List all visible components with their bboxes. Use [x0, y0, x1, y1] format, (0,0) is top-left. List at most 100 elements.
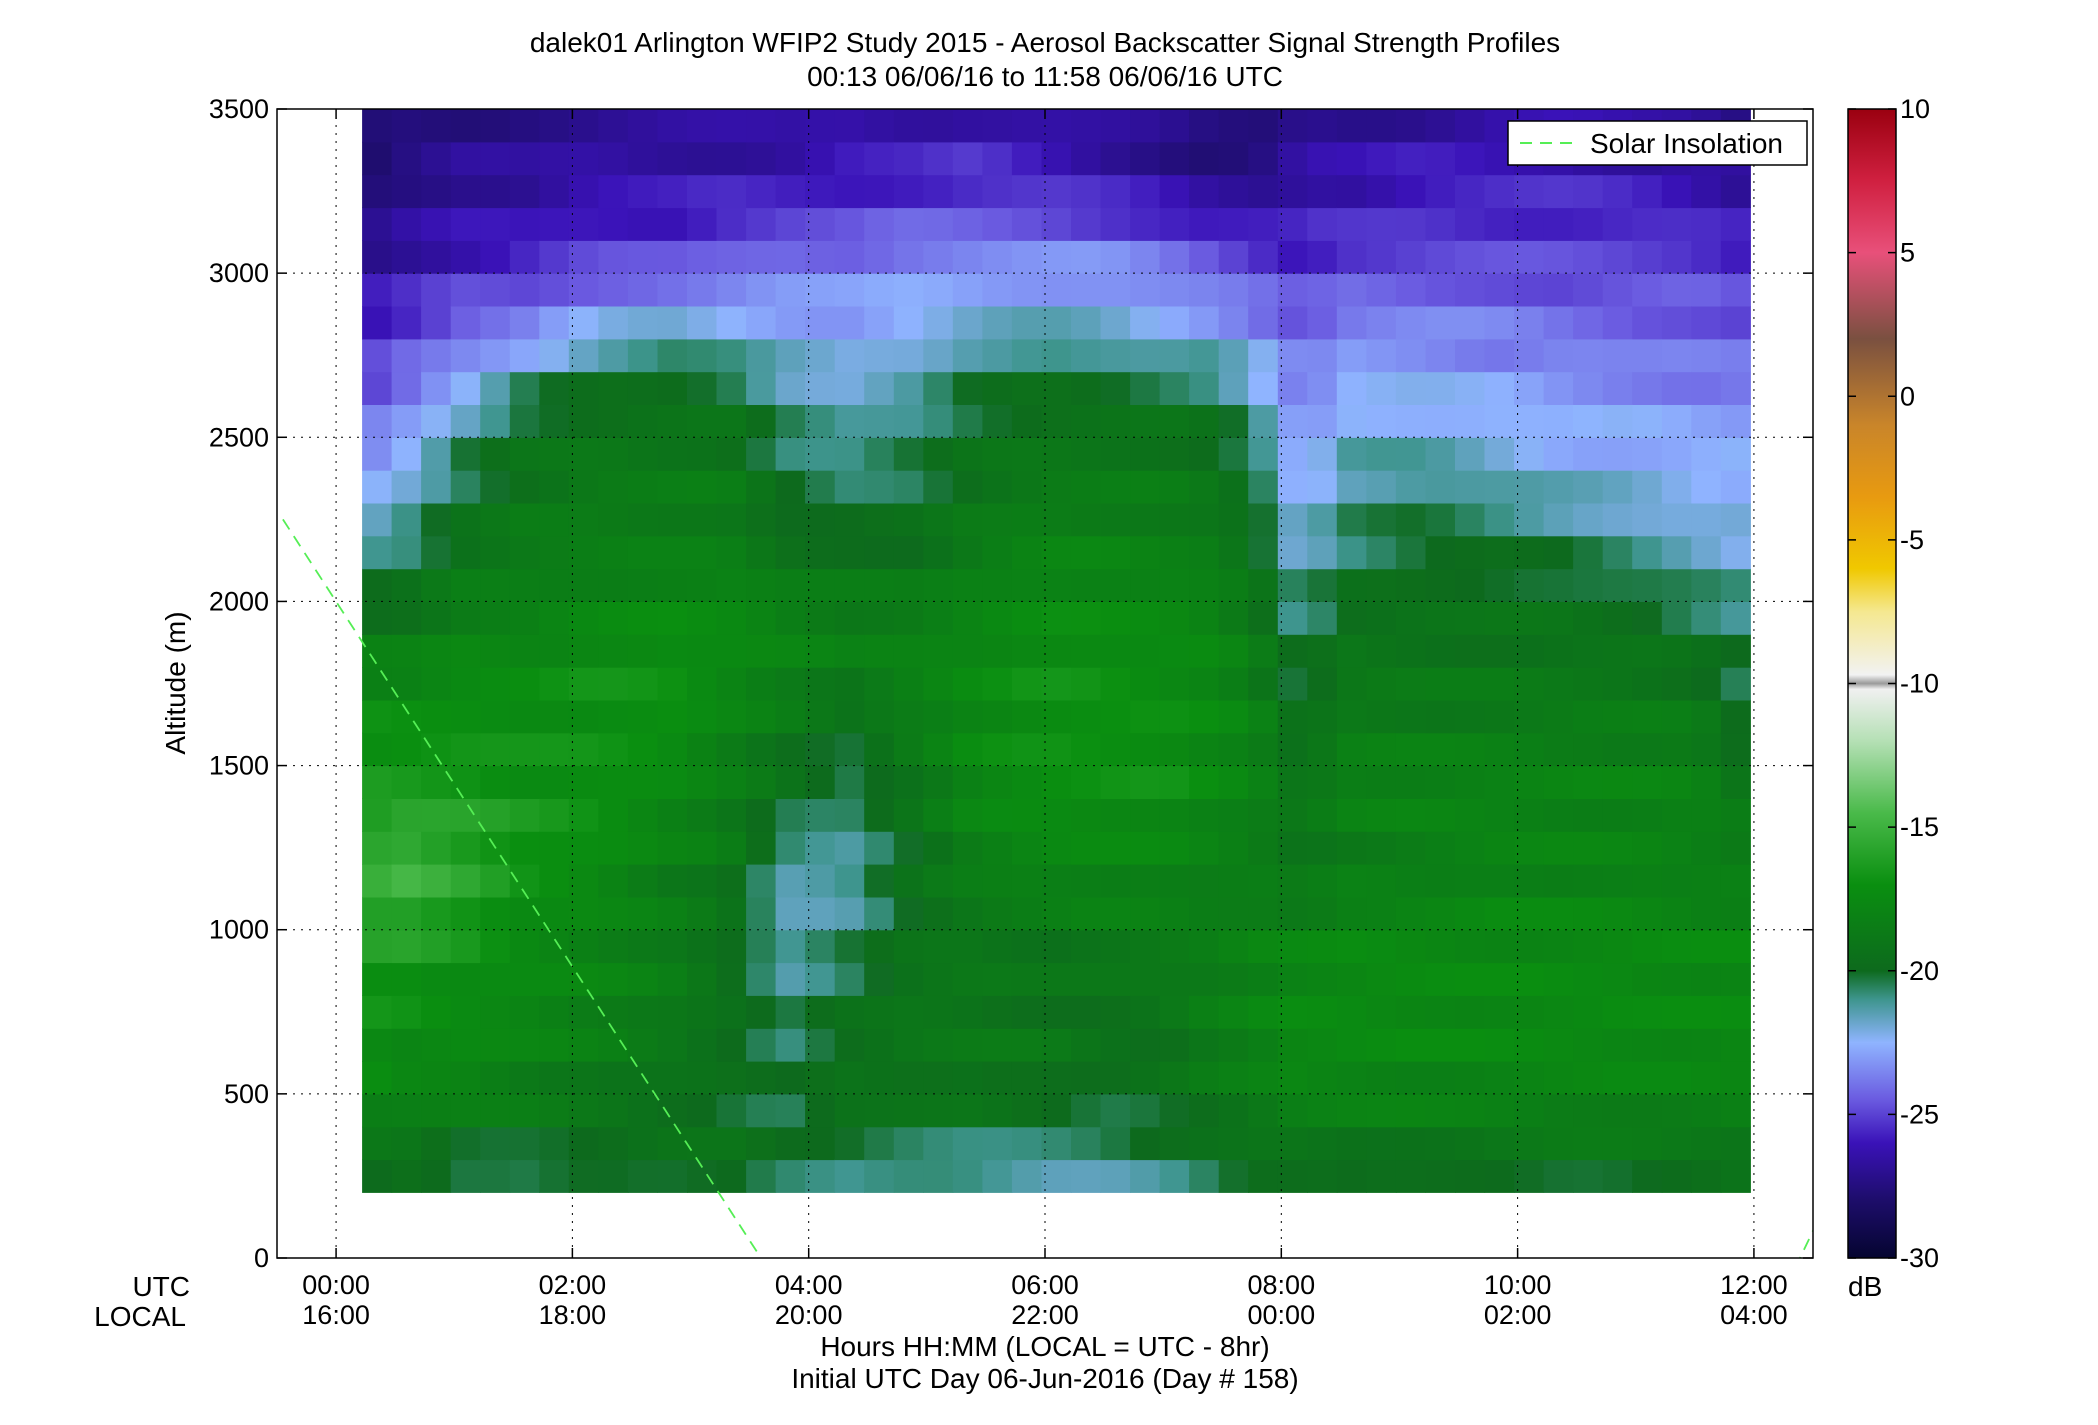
- heatmap-cell: [1425, 699, 1456, 734]
- heatmap-cell: [805, 1126, 836, 1161]
- heatmap-cell: [1573, 1028, 1604, 1062]
- heatmap-cell: [509, 896, 540, 931]
- heatmap-cell: [1011, 371, 1042, 405]
- heatmap-cell: [775, 1028, 806, 1062]
- heatmap-cell: [1484, 864, 1515, 898]
- heatmap-cell: [391, 338, 422, 373]
- heatmap-cell: [1159, 207, 1190, 241]
- heatmap-cell: [834, 174, 865, 209]
- heatmap-cell: [1100, 962, 1131, 996]
- heatmap-cell: [1484, 273, 1515, 307]
- heatmap-cell: [1484, 1126, 1515, 1161]
- heatmap-cell: [1277, 601, 1308, 635]
- heatmap-cell: [775, 831, 806, 865]
- heatmap-cell: [1248, 1159, 1279, 1193]
- heatmap-cell: [952, 699, 983, 734]
- heatmap-cell: [1218, 338, 1249, 373]
- heatmap-cell: [539, 568, 570, 602]
- heatmap-cell: [1661, 338, 1692, 373]
- heatmap-cell: [1218, 831, 1249, 865]
- heatmap-cell: [1366, 1061, 1397, 1095]
- heatmap-cell: [982, 502, 1013, 537]
- heatmap-cell: [923, 174, 954, 209]
- heatmap-cell: [952, 798, 983, 832]
- y-tick-label: 1000: [209, 915, 269, 945]
- heatmap-cell: [1189, 1126, 1220, 1161]
- heatmap-cell: [1514, 437, 1545, 471]
- heatmap-cell: [1071, 1159, 1102, 1193]
- heatmap-cell: [1691, 1126, 1722, 1161]
- heatmap-cell: [1691, 1093, 1722, 1128]
- y-tick-label: 3000: [209, 258, 269, 288]
- heatmap-cell: [598, 437, 629, 471]
- heatmap-cell: [568, 1093, 599, 1128]
- heatmap-cell: [1661, 1093, 1692, 1128]
- heatmap-cell: [1720, 502, 1751, 537]
- heatmap-cell: [421, 1159, 452, 1193]
- heatmap-cell: [1425, 1093, 1456, 1128]
- heatmap-cell: [509, 502, 540, 537]
- heatmap-cell: [1041, 207, 1072, 241]
- heatmap-cell: [1573, 470, 1604, 504]
- heatmap-cell: [1661, 601, 1692, 635]
- x-axis-ticks: 00:0016:0002:0018:0004:0020:0006:0022:00…: [302, 109, 1788, 1330]
- heatmap-cell: [1336, 699, 1367, 734]
- heatmap-cell: [450, 371, 481, 405]
- heatmap-cell: [716, 962, 747, 996]
- heatmap-cell: [1011, 929, 1042, 964]
- heatmap-cell: [539, 864, 570, 898]
- heatmap-cell: [982, 273, 1013, 307]
- heatmap-cell: [539, 1028, 570, 1062]
- heatmap-cell: [450, 601, 481, 635]
- heatmap-cell: [1189, 306, 1220, 340]
- heatmap-cell: [982, 109, 1013, 143]
- heatmap-cell: [1189, 667, 1220, 701]
- heatmap-cell: [746, 798, 777, 832]
- heatmap-cell: [1248, 338, 1279, 373]
- heatmap-cell: [1011, 667, 1042, 701]
- heatmap-cell: [1218, 404, 1249, 438]
- heatmap-cell: [1632, 1126, 1663, 1161]
- x-row-name-utc: UTC: [132, 1271, 190, 1302]
- heatmap-cell: [480, 1028, 511, 1062]
- heatmap-cell: [1602, 306, 1633, 340]
- heatmap-cell: [1159, 1159, 1190, 1193]
- heatmap-cell: [775, 338, 806, 373]
- heatmap-cell: [1514, 1159, 1545, 1193]
- heatmap-cell: [1720, 371, 1751, 405]
- heatmap-cell: [1041, 502, 1072, 537]
- heatmap-cell: [952, 831, 983, 865]
- heatmap-cell: [1277, 699, 1308, 734]
- heatmap-cell: [1100, 141, 1131, 176]
- x-tick-label-local: 20:00: [775, 1300, 843, 1330]
- heatmap-cell: [1661, 470, 1692, 504]
- heatmap-cell: [450, 109, 481, 143]
- heatmap-cell: [1248, 174, 1279, 209]
- heatmap-cell: [1159, 699, 1190, 734]
- heatmap-cell: [1573, 404, 1604, 438]
- heatmap-cell: [480, 1159, 511, 1193]
- heatmap-cell: [1041, 568, 1072, 602]
- heatmap-cell: [1602, 437, 1633, 471]
- heatmap-cell: [687, 109, 718, 143]
- heatmap-cell: [1041, 995, 1072, 1029]
- heatmap-cell: [1248, 568, 1279, 602]
- heatmap-cell: [657, 765, 688, 799]
- heatmap-cell: [1130, 962, 1161, 996]
- heatmap-cell: [450, 864, 481, 898]
- heatmap-cell: [1159, 502, 1190, 537]
- heatmap-cell: [568, 601, 599, 635]
- heatmap-cell: [805, 338, 836, 373]
- heatmap-cell: [1159, 864, 1190, 898]
- heatmap-cell: [1602, 1159, 1633, 1193]
- heatmap-cell: [687, 699, 718, 734]
- heatmap-cell: [450, 535, 481, 570]
- heatmap-cell: [509, 535, 540, 570]
- heatmap-cell: [1720, 667, 1751, 701]
- heatmap-cell: [657, 962, 688, 996]
- heatmap-cell: [893, 174, 924, 209]
- heatmap-cell: [1425, 470, 1456, 504]
- heatmap-cell: [1336, 896, 1367, 931]
- heatmap-cell: [1632, 634, 1663, 668]
- heatmap-cell: [421, 732, 452, 767]
